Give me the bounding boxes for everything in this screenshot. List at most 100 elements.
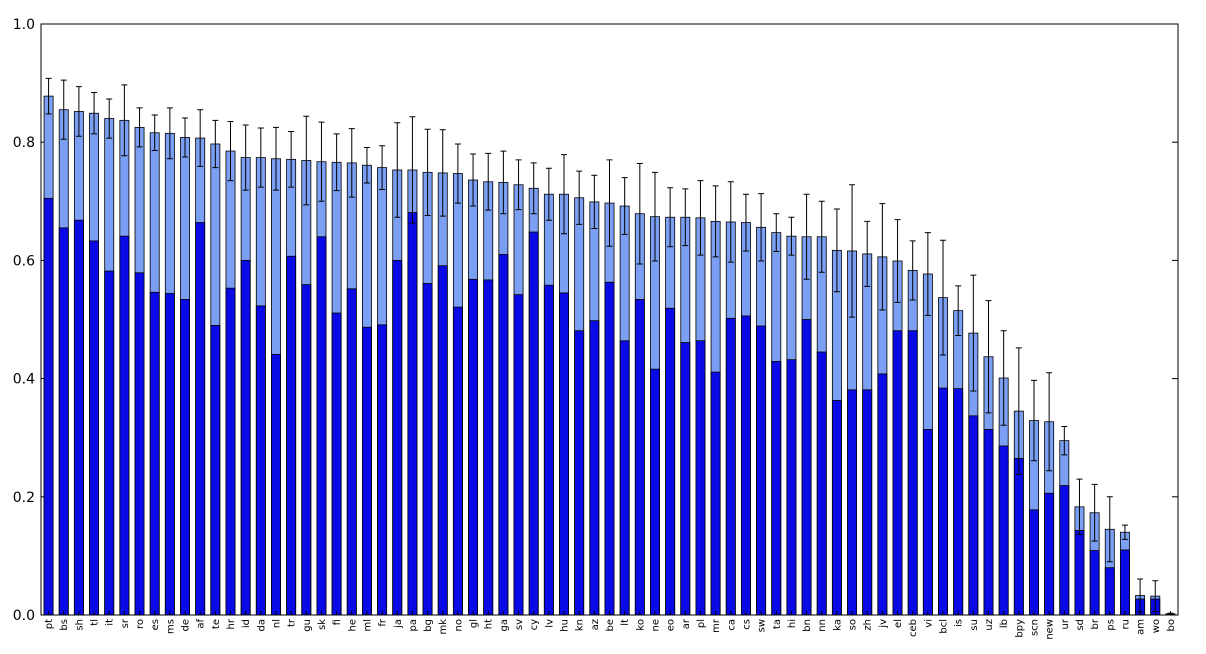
bar — [922, 429, 933, 616]
x-tick-label: te — [211, 619, 222, 629]
x-tick-label: jv — [878, 619, 889, 629]
error-bar — [864, 220, 871, 287]
error-bar — [500, 150, 507, 215]
error-bar — [1030, 379, 1037, 462]
x-tick-label: ml — [362, 619, 373, 632]
x-tick-label: ht — [484, 619, 495, 629]
bar — [58, 227, 69, 616]
x-tick-label: sv — [514, 619, 525, 630]
bar — [907, 330, 918, 616]
error-bar — [1046, 372, 1053, 472]
error-bar — [909, 240, 916, 301]
bar — [149, 291, 160, 616]
bar — [1104, 567, 1115, 616]
error-bar — [773, 213, 780, 253]
error-bar — [788, 216, 795, 256]
plot-frame — [40, 23, 1179, 616]
error-bar — [379, 145, 386, 190]
bar — [498, 254, 509, 616]
error-bar — [485, 152, 492, 211]
bar — [680, 342, 691, 616]
x-tick-label: ca — [726, 619, 737, 631]
error-bar — [1091, 483, 1098, 542]
x-tick-label: sw — [757, 619, 768, 632]
bar — [983, 429, 994, 616]
error-bar — [727, 181, 734, 263]
x-tick-label: nl — [271, 619, 282, 628]
error-bar — [697, 180, 704, 256]
error-bar — [272, 126, 279, 191]
bar — [938, 387, 948, 616]
bar — [619, 340, 630, 616]
bar — [331, 312, 342, 616]
x-tick-label: scn — [1029, 619, 1040, 636]
x-tick-label: ta — [772, 619, 783, 629]
bar — [740, 315, 751, 616]
x-tick-label: lt — [620, 619, 631, 626]
error-bar — [288, 131, 295, 188]
error-bar — [227, 121, 234, 182]
bar — [134, 272, 145, 616]
x-tick-label: so — [848, 619, 859, 630]
error-bar — [970, 274, 977, 392]
x-tick-label: it — [105, 619, 116, 626]
y-tick-label: 1.0 — [13, 17, 35, 33]
x-tick-label: uz — [984, 619, 995, 631]
x-tick-label: am — [1136, 619, 1147, 635]
y-tick-label: 0.6 — [13, 253, 35, 269]
bar — [877, 373, 888, 616]
x-tick-label: ne — [650, 619, 661, 632]
bar — [756, 325, 767, 616]
error-bar — [348, 128, 355, 198]
bar — [377, 324, 388, 616]
x-tick-label: az — [590, 619, 601, 630]
x-tick-label: cy — [529, 619, 540, 630]
error-bar — [758, 193, 765, 262]
bar — [210, 325, 221, 616]
bar — [43, 197, 54, 616]
error-bar — [333, 133, 340, 192]
bar — [1059, 485, 1070, 616]
error-bar — [470, 153, 477, 207]
x-tick-label: pt — [44, 619, 55, 629]
error-bar — [636, 162, 643, 265]
error-bar — [1061, 425, 1068, 456]
x-tick-label: sr — [120, 618, 131, 628]
error-bar — [667, 187, 674, 248]
bar — [225, 287, 236, 616]
bar — [483, 279, 494, 616]
x-tick-label: el — [893, 619, 904, 628]
error-bar — [803, 193, 810, 280]
x-tick-label: gl — [469, 619, 480, 628]
x-tick-label: su — [969, 619, 980, 631]
error-bar — [545, 167, 552, 221]
x-tick-label: bcl — [939, 619, 950, 634]
error-bar — [561, 154, 568, 235]
x-tick-label: gu — [302, 619, 313, 632]
bar — [831, 400, 842, 616]
x-tick-label: af — [196, 619, 207, 629]
x-tick-label: bg — [423, 619, 434, 632]
x-tick-label: wo — [1151, 619, 1162, 633]
x-tick-label: bn — [802, 619, 813, 632]
x-tick-label: ar — [681, 618, 692, 629]
bar — [816, 351, 827, 616]
bar — [271, 353, 281, 616]
error-bar — [136, 107, 143, 148]
error-bar — [849, 184, 856, 318]
bar — [665, 307, 676, 616]
bar — [437, 265, 448, 616]
error-bar — [409, 116, 416, 224]
bar — [119, 235, 130, 616]
x-tick-label: ka — [832, 619, 843, 631]
error-bar — [303, 115, 310, 206]
bar — [361, 326, 372, 616]
x-tick-label: zh — [863, 619, 874, 631]
x-tick-label: new — [1045, 619, 1056, 640]
bar — [543, 284, 554, 616]
bar — [1013, 457, 1024, 616]
x-tick-label: ur — [1060, 618, 1071, 629]
x-tick-label: br — [1090, 618, 1101, 629]
bar — [559, 292, 569, 616]
x-tick-label: ceb — [908, 619, 919, 637]
